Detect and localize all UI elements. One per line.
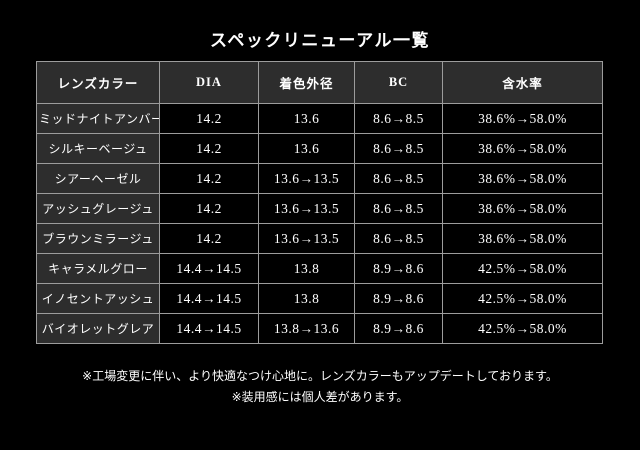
lens-color-cell: ミッドナイトアンバー: [36, 103, 160, 134]
tinted-diameter-cell: 13.8: [258, 283, 355, 314]
bc-cell: 8.9→8.6: [354, 283, 443, 314]
dia-cell: 14.4→14.5: [159, 283, 259, 314]
water-content-cell: 42.5%→58.0%: [442, 253, 603, 284]
table-row: シルキーベージュ 14.2 13.6 8.6→8.5 38.6%→58.0%: [36, 133, 603, 164]
dia-cell: 14.4→14.5: [159, 253, 259, 284]
tinted-diameter-cell: 13.6→13.5: [258, 193, 355, 224]
water-content-cell: 38.6%→58.0%: [442, 103, 603, 134]
dia-cell: 14.2: [159, 133, 259, 164]
column-header-bc: BC: [354, 61, 443, 104]
table-row: シアーヘーゼル 14.2 13.6→13.5 8.6→8.5 38.6%→58.…: [36, 163, 603, 194]
dia-cell: 14.2: [159, 163, 259, 194]
dia-cell: 14.2: [159, 193, 259, 224]
footnote-line: ※工場変更に伴い、より快適なつけ心地に。レンズカラーもアップデートしております。: [82, 369, 558, 383]
table-row: キャラメルグロー 14.4→14.5 13.8 8.9→8.6 42.5%→58…: [36, 253, 603, 284]
table-row: バイオレットグレア 14.4→14.5 13.8→13.6 8.9→8.6 42…: [36, 313, 603, 344]
water-content-cell: 42.5%→58.0%: [442, 283, 603, 314]
spec-table: レンズカラー DIA 着色外径 BC 含水率 ミッドナイトアンバー 14.2 1…: [36, 61, 603, 344]
column-header-lens-color: レンズカラー: [36, 61, 160, 104]
bc-cell: 8.6→8.5: [354, 193, 443, 224]
bc-cell: 8.6→8.5: [354, 103, 443, 134]
water-content-cell: 38.6%→58.0%: [442, 163, 603, 194]
tinted-diameter-cell: 13.6→13.5: [258, 223, 355, 254]
table-header-row: レンズカラー DIA 着色外径 BC 含水率: [36, 61, 603, 104]
footnote-line: ※装用感には個人差があります。: [231, 390, 409, 404]
column-header-dia: DIA: [159, 61, 259, 104]
lens-color-cell: アッシュグレージュ: [36, 193, 160, 224]
water-content-cell: 38.6%→58.0%: [442, 223, 603, 254]
bc-cell: 8.9→8.6: [354, 313, 443, 344]
tinted-diameter-cell: 13.6→13.5: [258, 163, 355, 194]
table-row: イノセントアッシュ 14.4→14.5 13.8 8.9→8.6 42.5%→5…: [36, 283, 603, 314]
lens-color-cell: バイオレットグレア: [36, 313, 160, 344]
water-content-cell: 38.6%→58.0%: [442, 193, 603, 224]
table-row: ブラウンミラージュ 14.2 13.6→13.5 8.6→8.5 38.6%→5…: [36, 223, 603, 254]
page-title: スペックリニューアル一覧: [210, 31, 430, 50]
lens-color-cell: イノセントアッシュ: [36, 283, 160, 314]
tinted-diameter-cell: 13.6: [258, 133, 355, 164]
lens-color-cell: シアーヘーゼル: [36, 163, 160, 194]
lens-color-cell: キャラメルグロー: [36, 253, 160, 284]
tinted-diameter-cell: 13.8: [258, 253, 355, 284]
bc-cell: 8.6→8.5: [354, 133, 443, 164]
dia-cell: 14.2: [159, 223, 259, 254]
tinted-diameter-cell: 13.8→13.6: [258, 313, 355, 344]
footnotes: ※工場変更に伴い、より快適なつけ心地に。レンズカラーもアップデートしております。…: [0, 366, 640, 408]
water-content-cell: 38.6%→58.0%: [442, 133, 603, 164]
column-header-water-content: 含水率: [442, 61, 603, 104]
bc-cell: 8.9→8.6: [354, 253, 443, 284]
dia-cell: 14.2: [159, 103, 259, 134]
lens-color-cell: ブラウンミラージュ: [36, 223, 160, 254]
column-header-tinted-diameter: 着色外径: [258, 61, 355, 104]
bc-cell: 8.6→8.5: [354, 223, 443, 254]
lens-color-cell: シルキーベージュ: [36, 133, 160, 164]
tinted-diameter-cell: 13.6: [258, 103, 355, 134]
water-content-cell: 42.5%→58.0%: [442, 313, 603, 344]
table-row: アッシュグレージュ 14.2 13.6→13.5 8.6→8.5 38.6%→5…: [36, 193, 603, 224]
table-row: ミッドナイトアンバー 14.2 13.6 8.6→8.5 38.6%→58.0%: [36, 103, 603, 134]
dia-cell: 14.4→14.5: [159, 313, 259, 344]
bc-cell: 8.6→8.5: [354, 163, 443, 194]
